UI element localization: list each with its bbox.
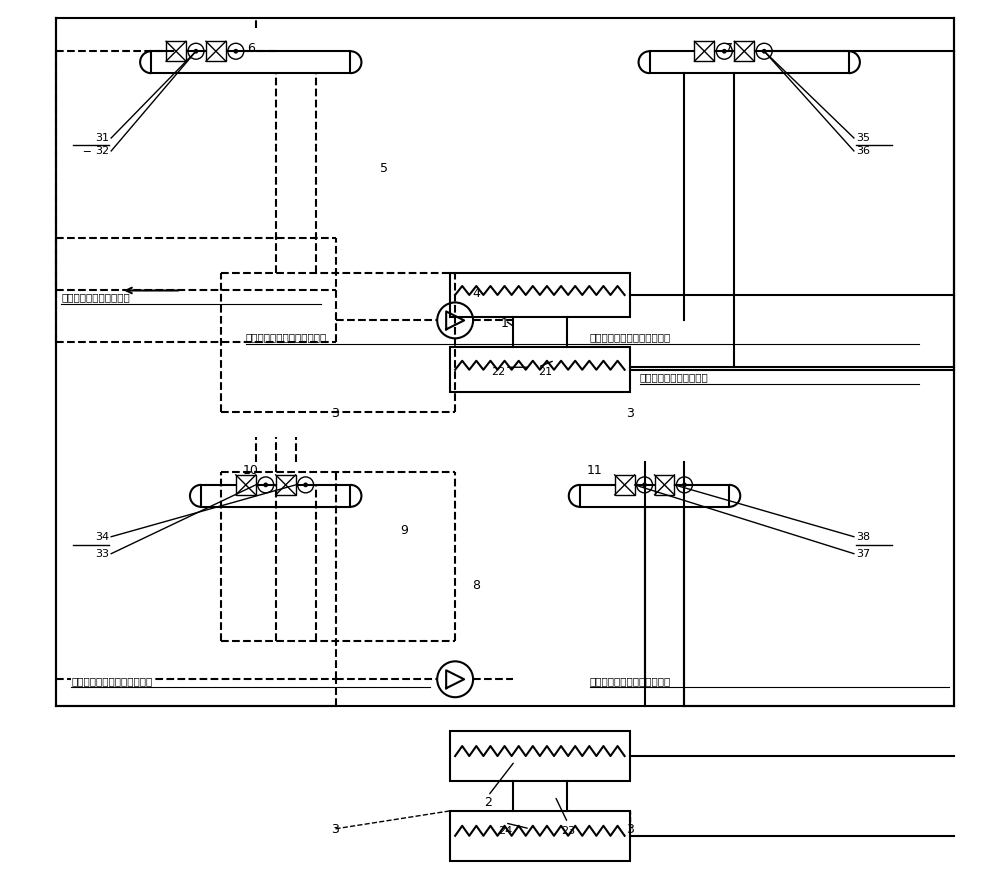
Bar xyxy=(650,51,849,73)
Text: 接四管制空调区末端热水回水: 接四管制空调区末端热水回水 xyxy=(71,676,153,686)
Text: 3: 3 xyxy=(332,822,339,836)
Circle shape xyxy=(303,483,308,487)
Bar xyxy=(450,347,630,392)
Text: 8: 8 xyxy=(472,579,480,591)
Text: 21: 21 xyxy=(538,368,552,377)
Bar xyxy=(276,475,296,495)
Circle shape xyxy=(233,49,238,54)
Text: 38: 38 xyxy=(856,532,870,541)
Text: 4: 4 xyxy=(472,287,480,301)
Bar xyxy=(450,731,630,781)
Text: 37: 37 xyxy=(856,549,870,558)
Text: 6: 6 xyxy=(247,42,255,55)
Circle shape xyxy=(762,49,767,54)
Text: 接四管制空调区末端热水供水: 接四管制空调区末端热水供水 xyxy=(590,676,671,686)
Text: 36: 36 xyxy=(856,146,870,156)
Bar xyxy=(206,41,226,62)
Text: 接两管制空调区末端回水: 接两管制空调区末端回水 xyxy=(61,293,130,302)
Bar xyxy=(694,41,714,62)
Circle shape xyxy=(263,483,268,487)
Bar xyxy=(734,41,754,62)
Text: 33: 33 xyxy=(95,549,109,558)
Text: 10: 10 xyxy=(243,464,259,477)
Text: 24: 24 xyxy=(498,826,512,836)
Circle shape xyxy=(722,49,727,54)
Circle shape xyxy=(194,49,198,54)
Text: 7: 7 xyxy=(725,42,733,55)
Bar xyxy=(236,475,256,495)
Text: 32: 32 xyxy=(95,146,109,156)
Text: 1: 1 xyxy=(501,318,509,330)
Circle shape xyxy=(642,483,647,487)
Text: 接两管制空调区末端供水: 接两管制空调区末端供水 xyxy=(640,372,708,382)
Text: 3: 3 xyxy=(332,407,339,420)
Text: 34: 34 xyxy=(95,532,109,541)
Text: 3: 3 xyxy=(626,822,634,836)
Text: 11: 11 xyxy=(587,464,603,477)
Bar xyxy=(450,273,630,318)
Circle shape xyxy=(682,483,687,487)
Text: 5: 5 xyxy=(380,161,388,175)
Text: 2: 2 xyxy=(484,796,492,809)
Text: 接四管制空调区末端冷水供水: 接四管制空调区末端冷水供水 xyxy=(590,333,671,343)
Text: 3: 3 xyxy=(626,407,634,420)
Text: 35: 35 xyxy=(856,133,870,143)
Bar xyxy=(450,811,630,861)
Bar xyxy=(615,475,635,495)
Text: 9: 9 xyxy=(400,524,408,537)
Text: 31: 31 xyxy=(95,133,109,143)
Text: 22: 22 xyxy=(491,368,505,377)
Bar xyxy=(151,51,350,73)
Bar xyxy=(166,41,186,62)
Bar xyxy=(655,475,674,495)
Text: ─: ─ xyxy=(83,146,90,156)
Bar xyxy=(201,485,350,507)
Text: 接四管制空调区末端冷水回水: 接四管制空调区末端冷水回水 xyxy=(246,333,327,343)
Text: 23: 23 xyxy=(561,826,575,836)
Bar xyxy=(580,485,729,507)
